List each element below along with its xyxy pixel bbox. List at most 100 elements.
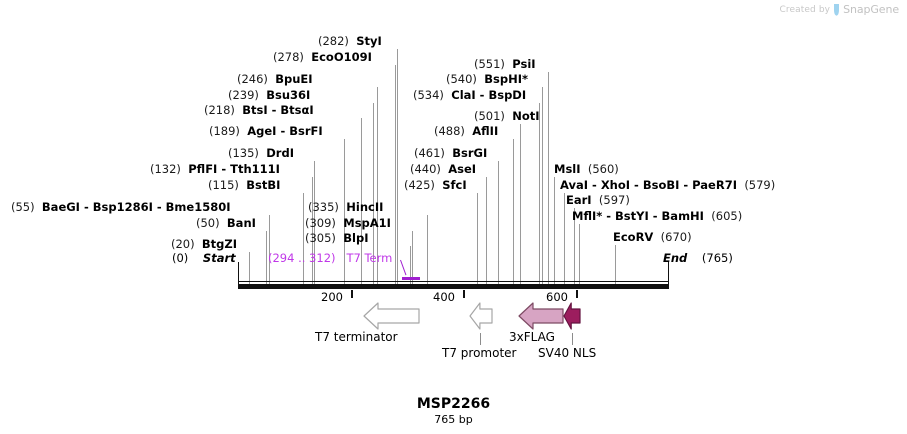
enzyme-leader-line bbox=[361, 118, 362, 284]
enzyme-name: BstBI bbox=[246, 178, 281, 192]
enzyme-leader-line bbox=[373, 103, 374, 284]
enzyme-label[interactable]: MflI* - BstYI - BamHI (605) bbox=[572, 210, 742, 222]
page-subtitle: 765 bp bbox=[434, 413, 473, 426]
enzyme-label[interactable]: MslI (560) bbox=[554, 163, 619, 175]
enzyme-label[interactable]: (50) BanI bbox=[196, 217, 256, 229]
enzyme-label[interactable]: (20) BtgZI bbox=[171, 238, 237, 250]
enzyme-leader-line bbox=[312, 177, 313, 284]
enzyme-label[interactable]: (55) BaeGI - Bsp1286I - Bme1580I bbox=[11, 201, 231, 213]
enzyme-name: BtsI bbox=[242, 103, 268, 117]
enzyme-label[interactable]: (540) BspHI* bbox=[446, 73, 528, 85]
enzyme-name: PaeR7I bbox=[692, 178, 737, 192]
t7-term-name: T7 Term bbox=[346, 251, 393, 265]
snapgene-logo-icon bbox=[833, 3, 840, 16]
enzyme-leader-line bbox=[539, 103, 540, 284]
ruler-tick-label: 200 bbox=[321, 290, 343, 304]
enzyme-leader-line bbox=[542, 87, 543, 284]
ruler-tick-label: 600 bbox=[546, 290, 568, 304]
enzyme-separator: - bbox=[152, 200, 166, 214]
enzyme-label[interactable]: (278) EcoO109I bbox=[273, 51, 372, 63]
backbone-end-cap bbox=[668, 262, 669, 285]
enzyme-position: (189) bbox=[209, 124, 240, 138]
start-name: Start bbox=[202, 251, 236, 265]
enzyme-label[interactable]: (132) PflFI - Tth111I bbox=[150, 163, 280, 175]
enzyme-leader-line bbox=[397, 49, 398, 284]
enzyme-leader-line bbox=[513, 139, 514, 284]
enzyme-name: BamHI bbox=[661, 209, 704, 223]
feature-arrow[interactable] bbox=[363, 302, 420, 330]
enzyme-label[interactable]: (246) BpuEI bbox=[237, 73, 313, 85]
enzyme-name: BspHI* bbox=[484, 72, 529, 86]
enzyme-name: Bsu36I bbox=[266, 88, 311, 102]
enzyme-name: XhoI bbox=[600, 178, 631, 192]
enzyme-label[interactable]: (218) BtsI - BtsαI bbox=[204, 104, 314, 116]
enzyme-leader-line bbox=[477, 193, 478, 284]
enzyme-separator: - bbox=[475, 88, 489, 102]
enzyme-leader-line bbox=[303, 193, 304, 284]
end-pos: (765) bbox=[701, 251, 733, 265]
enzyme-leader-line bbox=[579, 224, 580, 284]
enzyme-leader-line bbox=[266, 231, 267, 284]
enzyme-name: PsiI bbox=[512, 57, 536, 71]
enzyme-name: BspDI bbox=[488, 88, 527, 102]
end-label: End (765) bbox=[663, 252, 733, 264]
enzyme-position: (579) bbox=[744, 178, 776, 192]
feature-arrow[interactable] bbox=[518, 302, 564, 330]
enzyme-position: (55) bbox=[11, 200, 35, 214]
enzyme-leader-line bbox=[412, 231, 413, 284]
enzyme-label[interactable]: (501) NotI bbox=[474, 110, 540, 122]
enzyme-label[interactable]: (115) BstBI bbox=[208, 179, 280, 191]
enzyme-name: ClaI bbox=[451, 88, 476, 102]
enzyme-label[interactable]: (461) BsrGI bbox=[414, 147, 487, 159]
enzyme-label[interactable]: EcoRV (670) bbox=[613, 231, 692, 243]
enzyme-leader-line bbox=[377, 87, 378, 284]
sequence-backbone bbox=[238, 281, 669, 289]
feature-arrow[interactable] bbox=[563, 302, 581, 330]
ruler-tick-label: 400 bbox=[433, 290, 455, 304]
feature-arrow[interactable] bbox=[469, 302, 493, 330]
enzyme-position: (278) bbox=[273, 50, 304, 64]
backbone-start-cap bbox=[238, 262, 239, 285]
enzyme-label[interactable]: (335) HincII bbox=[308, 201, 383, 213]
enzyme-label[interactable]: (534) ClaI - BspDI bbox=[413, 89, 526, 101]
enzyme-position: (534) bbox=[413, 88, 444, 102]
enzyme-leader-line bbox=[314, 161, 315, 284]
enzyme-position: (461) bbox=[414, 146, 445, 160]
enzyme-label[interactable]: (309) MspA1I bbox=[305, 217, 391, 229]
enzyme-position: (670) bbox=[660, 230, 692, 244]
enzyme-name: MspA1I bbox=[343, 216, 391, 230]
enzyme-name: NotI bbox=[512, 109, 540, 123]
enzyme-separator: - bbox=[267, 103, 281, 117]
enzyme-leader-line bbox=[548, 72, 549, 284]
enzyme-label[interactable]: (305) BlpI bbox=[305, 232, 368, 244]
enzyme-label[interactable]: (239) Bsu36I bbox=[228, 89, 310, 101]
enzyme-position: (335) bbox=[308, 200, 339, 214]
enzyme-label[interactable]: AvaI - XhoI - BsoBI - PaeR7I (579) bbox=[560, 179, 775, 191]
enzyme-leader-line bbox=[574, 208, 575, 284]
enzyme-position: (488) bbox=[434, 124, 465, 138]
enzyme-separator: - bbox=[217, 162, 231, 176]
enzyme-label[interactable]: (425) SfcI bbox=[404, 179, 467, 191]
enzyme-label[interactable]: (189) AgeI - BsrFI bbox=[209, 125, 323, 137]
enzyme-name: BsrGI bbox=[452, 146, 488, 160]
feature-label: T7 promoter bbox=[442, 346, 517, 360]
enzyme-position: (309) bbox=[305, 216, 336, 230]
enzyme-position: (540) bbox=[446, 72, 477, 86]
enzyme-label[interactable]: EarI (597) bbox=[566, 194, 630, 206]
enzyme-label[interactable]: (488) AflII bbox=[434, 125, 498, 137]
enzyme-position: (305) bbox=[305, 231, 336, 245]
enzyme-name: StyI bbox=[356, 34, 382, 48]
enzyme-label[interactable]: (551) PsiI bbox=[474, 58, 536, 70]
enzyme-name: BaeGI bbox=[41, 200, 80, 214]
enzyme-name: Bme1580I bbox=[165, 200, 231, 214]
start-label: (0) Start bbox=[172, 252, 236, 264]
start-pos: (0) bbox=[172, 251, 189, 265]
enzyme-label[interactable]: (282) StyI bbox=[318, 35, 382, 47]
enzyme-name: Bsp1286I bbox=[92, 200, 153, 214]
enzyme-name: AflII bbox=[472, 124, 499, 138]
enzyme-name: PflFI bbox=[188, 162, 218, 176]
enzyme-label[interactable]: (135) DrdI bbox=[228, 147, 294, 159]
enzyme-label[interactable]: (440) AseI bbox=[410, 163, 476, 175]
enzyme-name: BpuEI bbox=[275, 72, 313, 86]
enzyme-leader-line bbox=[498, 161, 499, 284]
